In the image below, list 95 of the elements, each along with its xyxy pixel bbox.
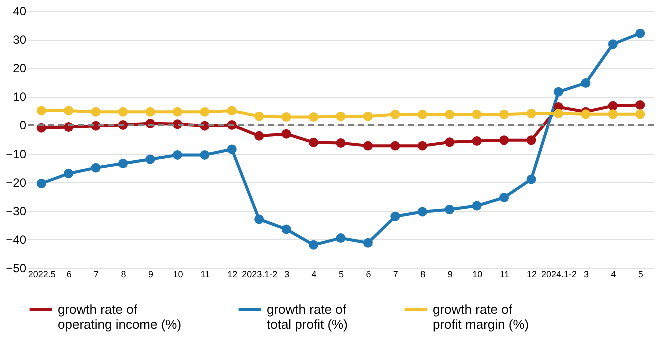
point: [254, 131, 264, 141]
y-tick-label: −20: [6, 176, 27, 190]
x-tick-label: 5: [338, 270, 344, 280]
point: [608, 40, 618, 50]
point: [227, 144, 237, 154]
point: [445, 138, 455, 148]
legend-label: growth rate of operating income (%): [58, 302, 182, 332]
x-tick-label: 6: [366, 270, 372, 280]
point: [91, 163, 101, 173]
y-tick-label: −30: [6, 204, 27, 218]
point: [636, 28, 646, 38]
point: [554, 87, 564, 97]
x-tick-label: 7: [94, 270, 100, 280]
point: [418, 110, 428, 120]
x-tick-label: 9: [448, 270, 453, 280]
point: [118, 107, 128, 117]
point: [445, 110, 455, 120]
point: [336, 234, 346, 244]
point: [282, 112, 292, 122]
point: [636, 110, 646, 120]
y-tick-label: −40: [6, 232, 27, 247]
x-tick-label: 3: [584, 270, 589, 280]
point: [390, 110, 400, 120]
y-tick-label: 40: [13, 4, 27, 18]
point: [118, 159, 128, 169]
y-tick-label: −10: [6, 147, 27, 162]
point: [363, 238, 373, 248]
x-tick-label: 8: [121, 270, 126, 280]
point: [500, 193, 510, 202]
point: [282, 224, 292, 234]
point: [309, 240, 319, 250]
x-tick-label: 12: [228, 270, 238, 280]
point: [554, 109, 564, 119]
point: [36, 179, 46, 188]
point: [254, 112, 264, 122]
point: [526, 109, 536, 119]
y-tick-label: 30: [13, 33, 27, 48]
x-tick-label: 12: [527, 270, 538, 280]
point: [146, 154, 156, 164]
legend-label: growth rate of total profit (%): [267, 302, 348, 332]
point: [36, 106, 46, 116]
x-tick-label: 7: [393, 270, 398, 280]
legend-label: growth rate of profit margin (%): [433, 302, 530, 332]
x-tick-label: 10: [472, 270, 483, 280]
x-tick-label: 11: [200, 270, 210, 280]
point: [472, 136, 482, 146]
point: [91, 107, 101, 117]
y-tick-label: 20: [13, 62, 27, 76]
point: [309, 138, 319, 148]
point: [581, 110, 591, 120]
point: [608, 110, 618, 120]
point: [581, 78, 591, 88]
point: [472, 201, 482, 211]
y-tick-label: −50: [6, 262, 27, 276]
x-tick-label: 10: [173, 270, 184, 280]
x-tick-label: 6: [66, 270, 72, 280]
point: [64, 106, 74, 116]
point: [200, 107, 210, 117]
point: [309, 112, 319, 122]
y-tick-label: 0: [20, 118, 27, 133]
point: [336, 138, 346, 148]
x-tick-label: 4: [312, 270, 317, 280]
point: [254, 214, 264, 224]
x-tick-label: 9: [148, 270, 154, 280]
point: [526, 174, 536, 184]
point: [172, 150, 182, 160]
point: [363, 112, 373, 122]
x-tick-label: 2023.1-2: [242, 270, 278, 280]
x-tick-label: 8: [420, 270, 426, 280]
point: [390, 212, 400, 222]
point: [227, 106, 237, 116]
point: [146, 107, 156, 117]
point: [390, 141, 400, 151]
point: [418, 207, 428, 217]
point: [282, 129, 292, 139]
x-tick-label: 11: [500, 270, 510, 280]
x-tick-label: 5: [638, 270, 644, 280]
point: [526, 136, 536, 146]
point: [500, 136, 510, 146]
point: [363, 141, 373, 151]
point: [418, 141, 428, 151]
x-tick-label: 2024.1-2: [541, 270, 578, 280]
point: [500, 110, 510, 120]
point: [200, 150, 210, 160]
point: [608, 101, 618, 111]
point: [172, 107, 182, 117]
x-tick-label: 3: [284, 270, 290, 280]
x-tick-label: 4: [611, 270, 616, 280]
point: [445, 205, 455, 214]
point: [472, 110, 482, 120]
x-tick-label: 2022.5: [28, 270, 56, 280]
point: [64, 169, 74, 178]
point: [636, 100, 646, 110]
y-tick-label: 10: [13, 90, 27, 104]
point: [336, 112, 346, 122]
